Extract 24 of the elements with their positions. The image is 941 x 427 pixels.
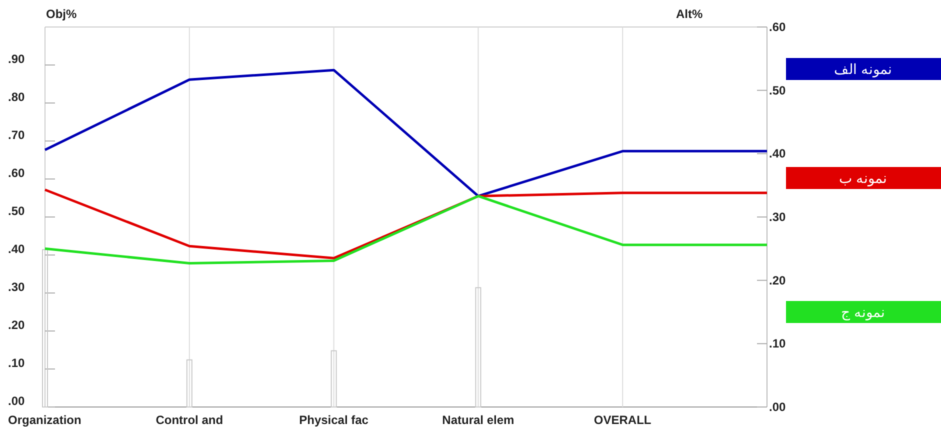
y-tick-label: .00 <box>8 394 26 408</box>
x-tick-label: Organization <box>8 413 82 427</box>
x-tick-label: Natural elem <box>442 413 514 427</box>
y2-tick-label: .10 <box>769 336 786 351</box>
y-tick-label: .80 <box>8 90 26 104</box>
x-tick-label: OVERALL <box>594 413 652 427</box>
y-tick-label: .20 <box>8 318 26 332</box>
x-tick-label: Control and <box>156 413 224 427</box>
y-tick-label: .30 <box>8 280 26 294</box>
y2-tick-label: .50 <box>769 83 786 98</box>
y-tick-label: .70 <box>8 128 26 142</box>
x-tick-label: Physical fac <box>299 413 369 427</box>
y-tick-label: .40 <box>8 242 26 256</box>
y2-tick-label: .20 <box>769 273 786 288</box>
y-tick-label: .90 <box>8 52 26 66</box>
y2-axis-title: Alt% <box>676 7 703 21</box>
y-tick-label: .60 <box>8 166 26 180</box>
y2-tick-label: .40 <box>769 146 786 161</box>
y2-tick-label: .00 <box>769 400 786 414</box>
y2-tick-label: .30 <box>769 210 786 224</box>
y-tick-label: .50 <box>8 204 26 218</box>
y2-tick-label: .60 <box>769 20 786 34</box>
y-axis-title: Obj% <box>46 7 77 21</box>
y-tick-label: .10 <box>8 356 26 370</box>
